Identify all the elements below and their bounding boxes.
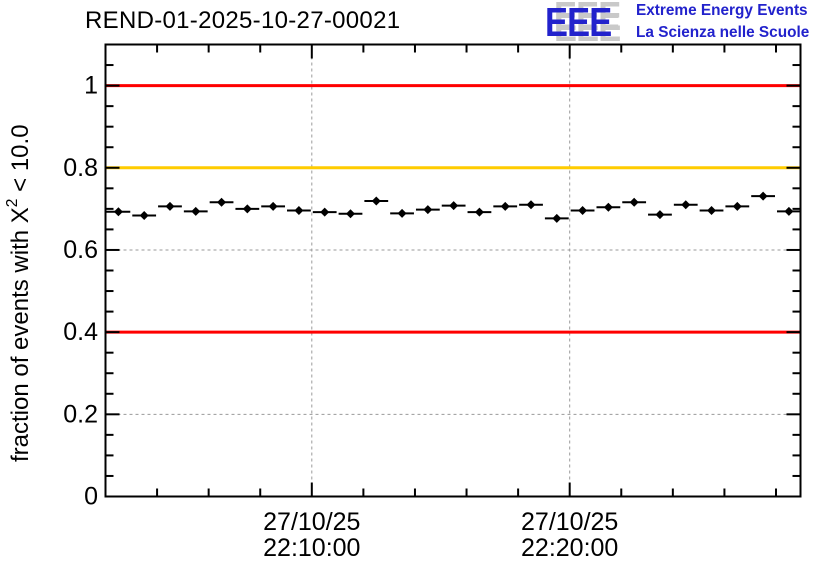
y-tick-label: 0 [84,483,98,511]
y-tick-label: 0.6 [63,236,98,264]
data-point [655,210,665,220]
y-tick-label: 1 [84,72,98,100]
data-point [165,201,175,211]
data-point [474,207,484,217]
data-point [345,209,355,219]
eee-logo-line2: La Scienza nelle Scuole [636,24,810,41]
x-tick-label: 27/10/25 [263,508,360,536]
data-point [242,204,252,214]
y-tick-label: 0.4 [63,318,98,346]
data-point [552,213,562,223]
data-point [681,200,691,210]
data-point [191,206,201,216]
data-point [139,210,149,220]
data-point [732,201,742,211]
data-point [526,200,536,210]
data-point [578,206,588,216]
eee-logo: EEE EEE EEE Extreme Energy Events La Sci… [544,0,836,50]
x-tick-label: 22:20:00 [521,534,618,562]
data-point [113,207,123,217]
eee-logo-shadow: EEE [554,4,621,50]
eee-logo-line1: Extreme Energy Events [636,2,808,19]
data-point [629,197,639,207]
y-tick-label: 0.8 [63,154,98,182]
x-tick-label: 22:10:00 [263,534,360,562]
eee-logo-shadow: EEE [554,0,621,39]
plot-title: REND-01-2025-10-27-00021 [85,7,401,34]
y-tick-label: 0.2 [63,400,98,428]
data-point [217,197,227,207]
data-point [320,207,330,217]
data-point [603,202,613,212]
data-point [784,206,794,216]
data-point [268,201,278,211]
data-point [449,201,459,211]
data-point [423,205,433,215]
data-point [500,201,510,211]
data-point [758,191,768,201]
eee-logo-tagline: Extreme Energy Events La Scienza nelle S… [636,0,809,44]
data-point [294,206,304,216]
eee-logo-text: EEE [545,0,612,45]
x-tick-label: 27/10/25 [521,508,618,536]
data-point [371,196,381,206]
data-point [397,208,407,218]
plot-frame [104,43,802,498]
data-point [707,206,717,216]
